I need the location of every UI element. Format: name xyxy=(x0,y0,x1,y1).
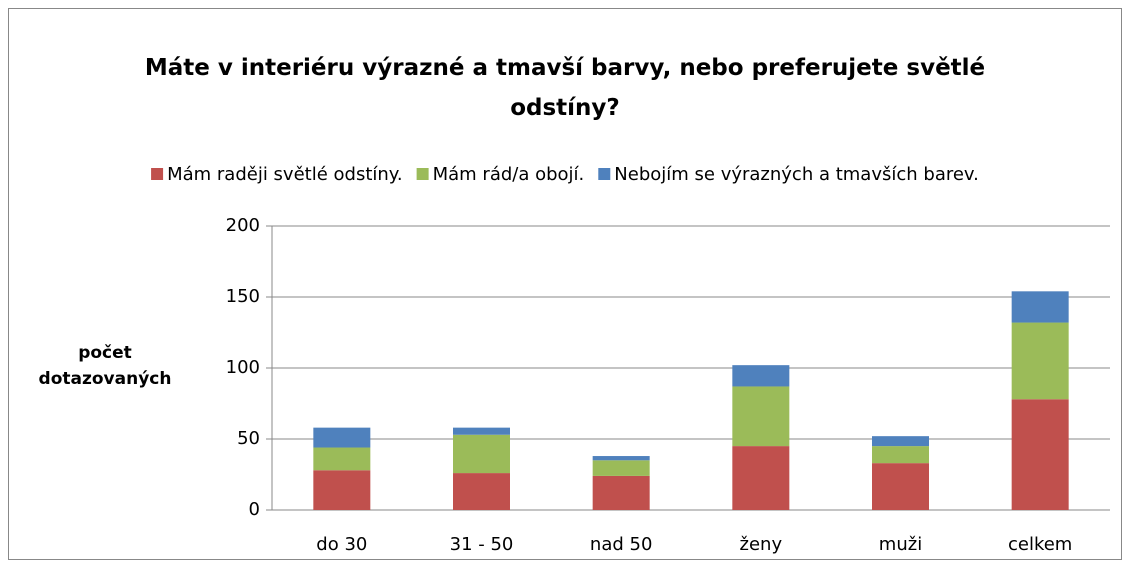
bar-segment xyxy=(592,475,650,510)
x-tick-label: nad 50 xyxy=(590,534,653,555)
bar-segment xyxy=(453,434,510,474)
x-tick-label: do 30 xyxy=(316,534,367,555)
bar-segment xyxy=(313,427,371,448)
legend-label: Mám raději světlé odstíny. xyxy=(167,164,403,185)
y-tick-label: 0 xyxy=(249,499,260,520)
legend-swatch xyxy=(598,168,611,180)
bar-segment xyxy=(872,463,929,510)
y-tick-label: 200 xyxy=(226,215,260,236)
bar-segment xyxy=(732,365,790,387)
bar-segment xyxy=(453,427,510,435)
bar-segment xyxy=(453,473,510,510)
x-tick-label: 31 - 50 xyxy=(450,534,514,555)
bar-segment xyxy=(592,460,650,476)
bar-segment xyxy=(1011,322,1069,400)
legend-swatch xyxy=(151,168,164,180)
bar-segment xyxy=(592,456,650,461)
bar-segment xyxy=(313,447,371,471)
bar-segment xyxy=(313,470,371,510)
bar-segment xyxy=(1011,399,1069,510)
bar-segment xyxy=(732,386,790,447)
y-tick-label: 150 xyxy=(226,286,260,307)
legend-label: Mám rád/a obojí. xyxy=(433,164,585,185)
legend-label: Nebojím se výrazných a tmavších barev. xyxy=(614,164,979,185)
y-axis-label: počet dotazovaných xyxy=(38,343,172,389)
x-tick-label: celkem xyxy=(1008,534,1072,555)
x-tick-label: ženy xyxy=(740,534,783,555)
bar-segment xyxy=(732,446,790,510)
y-tick-label: 50 xyxy=(237,428,260,449)
legend-swatch xyxy=(416,168,429,180)
chart-title: Máte v interiéru výrazné a tmavší barvy,… xyxy=(144,55,986,121)
bar-segment xyxy=(872,446,929,464)
bar-segment xyxy=(1011,291,1069,323)
bar-segment xyxy=(872,436,929,447)
chart-border xyxy=(8,8,1122,560)
y-tick-label: 100 xyxy=(226,357,260,378)
x-tick-label: muži xyxy=(879,534,922,555)
